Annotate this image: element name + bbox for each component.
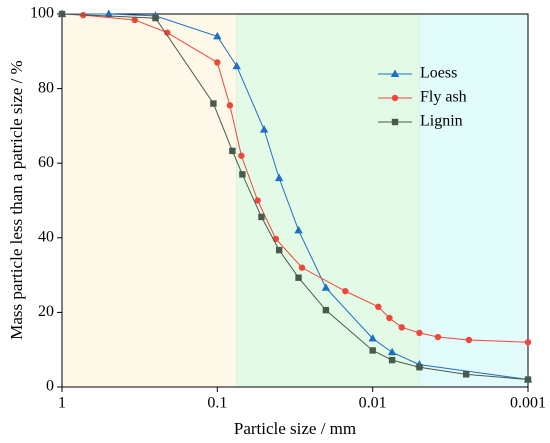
data-point (321, 283, 331, 291)
legend-text: Fly ash (420, 89, 467, 106)
series-line (61, 13, 529, 381)
data-point (254, 197, 261, 204)
x-axis-title: Particle size / mm (234, 419, 356, 438)
data-point (388, 356, 396, 364)
data-point (239, 171, 246, 178)
legend-text: Lignin (420, 113, 463, 130)
region (62, 14, 237, 387)
data-point (386, 314, 393, 322)
data-point (322, 306, 330, 314)
data-point (238, 152, 245, 159)
data-point (210, 100, 217, 107)
x-tick-label: 1 (58, 395, 66, 412)
data-point (131, 16, 138, 24)
data-point (465, 336, 473, 344)
data-point (275, 246, 283, 254)
data-point (434, 333, 442, 341)
x-tick-label: 0.001 (510, 395, 546, 412)
data-point (274, 173, 284, 182)
legend-text: Loess (420, 65, 457, 82)
data-point (213, 31, 222, 40)
data-point (259, 125, 269, 133)
data-point (104, 9, 113, 17)
y-tick-label: 60 (38, 154, 54, 171)
legend-marker (391, 118, 399, 126)
data-point (387, 347, 397, 356)
data-point (295, 274, 302, 281)
y-tick-label: 80 (38, 79, 54, 96)
data-point (416, 329, 423, 337)
data-point (524, 339, 532, 346)
data-point (375, 303, 382, 311)
x-tick-label: 0.1 (207, 395, 227, 412)
y-tick-label: 40 (38, 228, 54, 245)
data-point (369, 347, 376, 354)
data-point (214, 59, 221, 66)
region (236, 14, 420, 387)
y-tick-label: 0 (46, 378, 54, 395)
data-point (152, 14, 159, 22)
x-tick-label: 0.01 (359, 395, 387, 412)
data-point (258, 213, 265, 221)
data-point (229, 147, 236, 155)
data-point (416, 364, 423, 371)
data-point (368, 334, 377, 342)
data-point (232, 61, 241, 70)
y-tick-label: 100 (30, 5, 54, 22)
data-point (462, 371, 470, 378)
data-point (398, 324, 405, 331)
legend-marker (390, 69, 400, 77)
data-point (524, 376, 532, 383)
y-tick-label: 20 (38, 303, 54, 320)
data-point (226, 102, 234, 109)
data-point (58, 10, 66, 18)
data-point (164, 29, 171, 36)
data-point (294, 225, 303, 234)
y-axis-title: Mass particle less than a patricle size … (7, 60, 26, 339)
plot-frame (61, 13, 529, 388)
region (419, 14, 528, 387)
data-point (298, 264, 306, 271)
data-point (342, 287, 349, 295)
legend-marker (391, 94, 399, 102)
